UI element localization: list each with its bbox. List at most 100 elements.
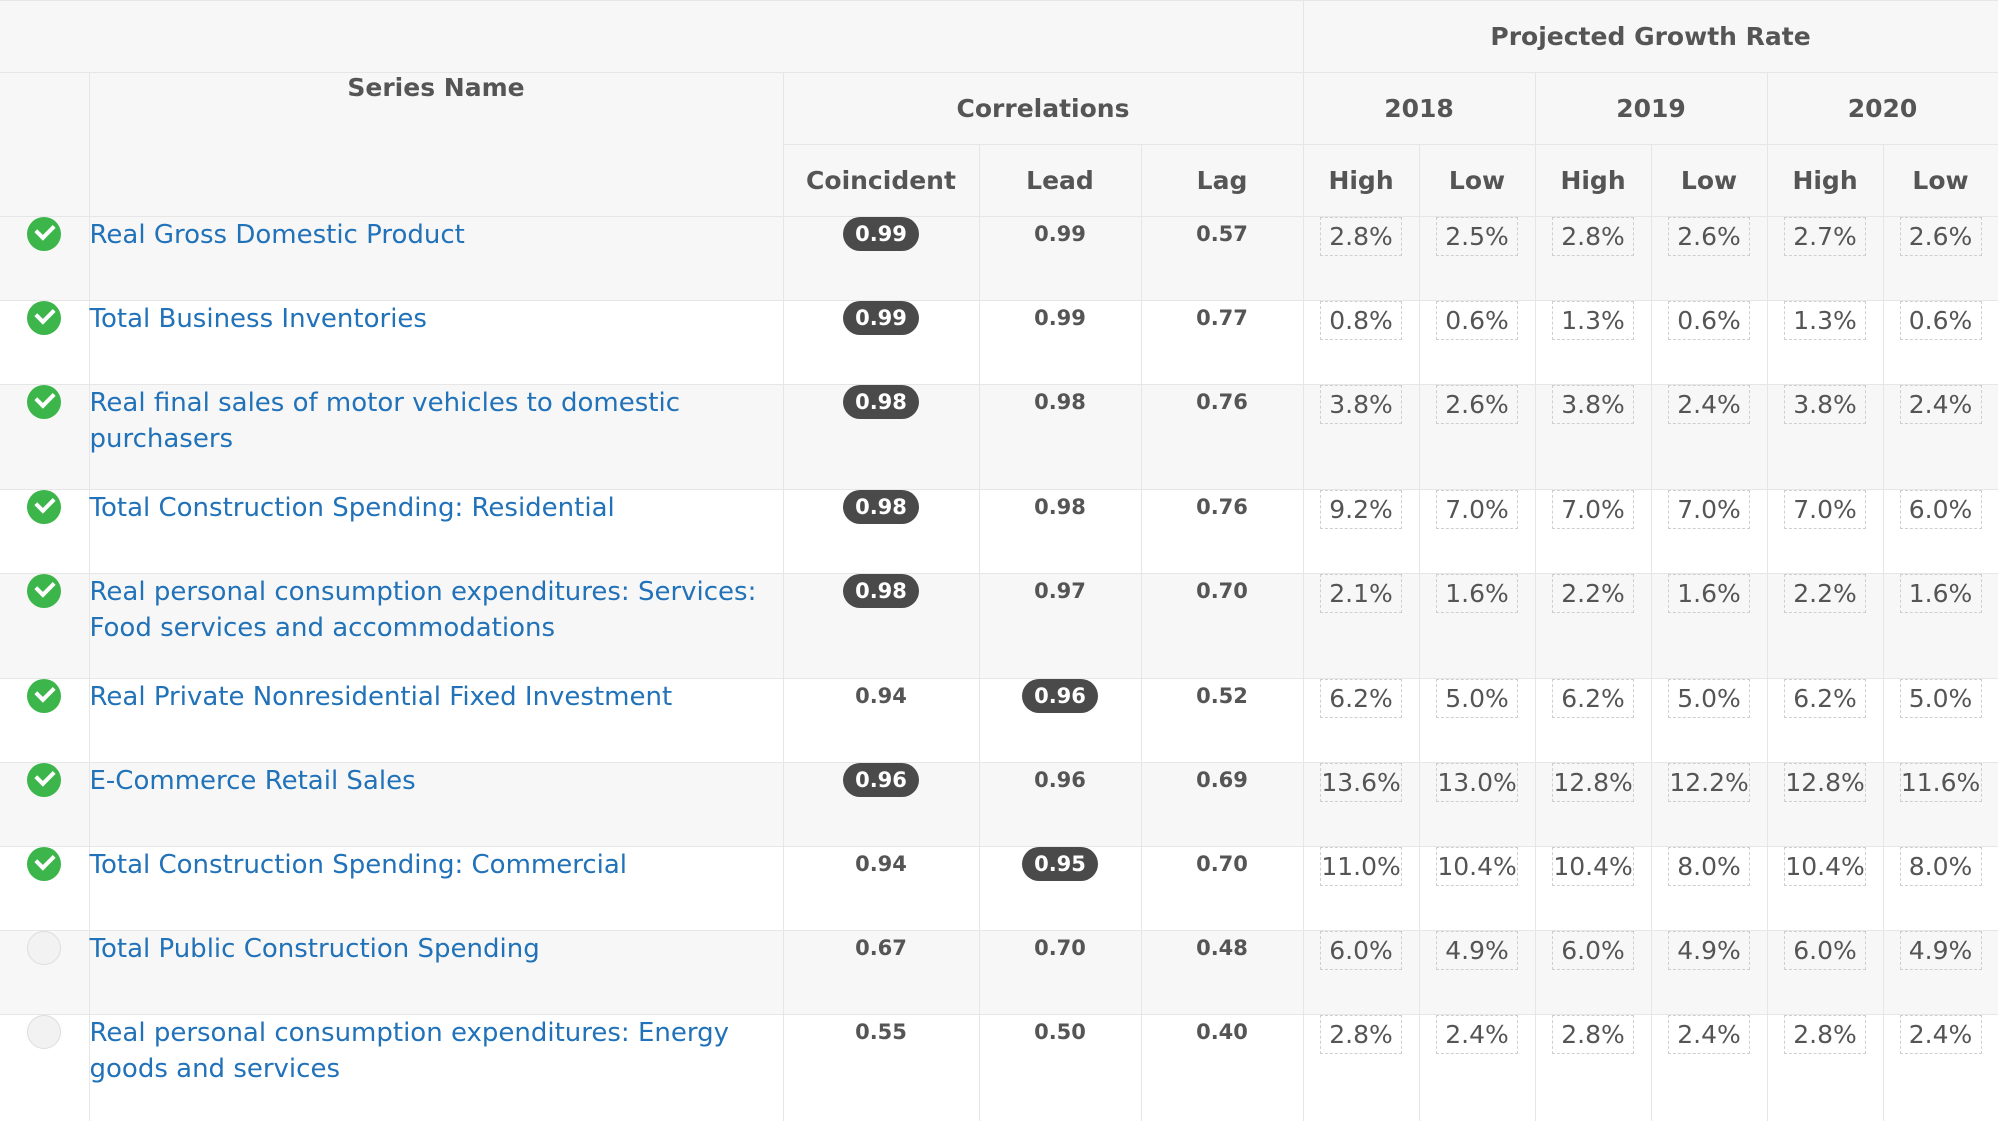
low-2020-cell: 6.0% — [1882, 489, 1998, 574]
growth-rate-input[interactable]: 2.2% — [1552, 574, 1635, 613]
growth-rate-input[interactable]: 10.4% — [1784, 847, 1867, 886]
low-2019-header: Low — [1650, 144, 1768, 217]
growth-rate-input[interactable]: 6.0% — [1899, 490, 1982, 529]
growth-rate-input[interactable]: 2.1% — [1320, 574, 1403, 613]
growth-rate-input[interactable]: 1.6% — [1899, 574, 1982, 613]
series-name-cell: Total Construction Spending: Commercial — [88, 846, 784, 931]
growth-rate-input[interactable]: 4.9% — [1668, 931, 1751, 970]
empty-circle-icon[interactable] — [27, 931, 62, 965]
growth-rate-input[interactable]: 6.2% — [1784, 679, 1867, 718]
growth-rate-input[interactable]: 2.8% — [1784, 1015, 1867, 1054]
series-name-cell: Real final sales of motor vehicles to do… — [88, 384, 784, 490]
growth-rate-input[interactable]: 10.4% — [1436, 847, 1519, 886]
series-name-cell: Real Private Nonresidential Fixed Invest… — [88, 678, 784, 763]
high-2019-header: High — [1534, 144, 1652, 217]
series-link[interactable]: E-Commerce Retail Sales — [89, 766, 416, 796]
growth-rate-input[interactable]: 5.0% — [1899, 679, 1982, 718]
coincident-cell: 0.55 — [782, 1014, 980, 1121]
series-link[interactable]: Real Private Nonresidential Fixed Invest… — [89, 682, 673, 712]
series-link[interactable]: Real personal consumption expenditures: … — [89, 1018, 729, 1084]
series-link[interactable]: Real Gross Domestic Product — [89, 220, 465, 250]
growth-rate-input[interactable]: 3.8% — [1784, 385, 1867, 424]
growth-rate-input[interactable]: 2.4% — [1668, 385, 1751, 424]
series-link[interactable]: Total Construction Spending: Residential — [89, 493, 615, 523]
growth-rate-input[interactable]: 2.4% — [1899, 1015, 1982, 1054]
growth-rate-input[interactable]: 2.4% — [1899, 385, 1982, 424]
growth-rate-input[interactable]: 2.7% — [1784, 217, 1867, 256]
growth-rate-input[interactable]: 8.0% — [1899, 847, 1982, 886]
growth-rate-input[interactable]: 4.9% — [1899, 931, 1982, 970]
low-2020-header: Low — [1882, 144, 1998, 217]
series-link[interactable]: Real personal consumption expenditures: … — [89, 577, 757, 643]
growth-rate-input[interactable]: 11.6% — [1899, 763, 1982, 802]
growth-rate-input[interactable]: 2.4% — [1668, 1015, 1751, 1054]
growth-rate-input[interactable]: 2.6% — [1899, 217, 1982, 256]
growth-rate-input[interactable]: 1.6% — [1668, 574, 1751, 613]
growth-rate-input[interactable]: 3.8% — [1320, 385, 1403, 424]
growth-rate-input[interactable]: 9.2% — [1320, 490, 1403, 529]
growth-rate-input[interactable]: 0.8% — [1320, 301, 1403, 340]
growth-rate-input[interactable]: 4.9% — [1436, 931, 1519, 970]
lead-cell: 0.96 — [978, 678, 1142, 763]
high-2019-cell: 12.8% — [1534, 762, 1652, 847]
check-circle-icon[interactable] — [27, 574, 62, 608]
growth-rate-input[interactable]: 0.6% — [1899, 301, 1982, 340]
series-link[interactable]: Total Public Construction Spending — [89, 934, 540, 964]
growth-rate-input[interactable]: 1.3% — [1552, 301, 1635, 340]
low-2018-cell: 4.9% — [1418, 930, 1536, 1015]
growth-rate-input[interactable]: 12.2% — [1668, 763, 1751, 802]
growth-rate-input[interactable]: 5.0% — [1668, 679, 1751, 718]
check-circle-icon[interactable] — [27, 217, 62, 251]
growth-rate-input[interactable]: 13.6% — [1320, 763, 1403, 802]
check-circle-icon[interactable] — [27, 490, 62, 524]
lead-cell: 0.50 — [978, 1014, 1142, 1121]
growth-rate-input[interactable]: 2.6% — [1668, 217, 1751, 256]
series-link[interactable]: Total Construction Spending: Commercial — [89, 850, 628, 880]
check-circle-icon[interactable] — [27, 847, 62, 881]
growth-rate-input[interactable]: 2.8% — [1320, 1015, 1403, 1054]
check-circle-icon[interactable] — [27, 301, 62, 335]
growth-rate-input[interactable]: 1.3% — [1784, 301, 1867, 340]
coincident-cell: 0.94 — [782, 846, 980, 931]
growth-rate-input[interactable]: 7.0% — [1784, 490, 1867, 529]
check-circle-icon[interactable] — [27, 763, 62, 797]
growth-rate-input[interactable]: 2.8% — [1552, 1015, 1635, 1054]
growth-rate-input[interactable]: 2.5% — [1436, 217, 1519, 256]
low-2019-cell: 2.4% — [1650, 1014, 1768, 1121]
growth-rate-input[interactable]: 2.6% — [1436, 385, 1519, 424]
series-link[interactable]: Real final sales of motor vehicles to do… — [89, 388, 680, 454]
growth-rate-input[interactable]: 6.2% — [1320, 679, 1403, 718]
growth-rate-input[interactable]: 1.6% — [1436, 574, 1519, 613]
growth-rate-input[interactable]: 8.0% — [1668, 847, 1751, 886]
growth-rate-input[interactable]: 12.8% — [1552, 763, 1635, 802]
empty-circle-icon[interactable] — [27, 1015, 62, 1049]
growth-rate-input[interactable]: 12.8% — [1784, 763, 1867, 802]
growth-rate-input[interactable]: 7.0% — [1668, 490, 1751, 529]
series-link[interactable]: Total Business Inventories — [89, 304, 427, 334]
growth-rate-input[interactable]: 10.4% — [1552, 847, 1635, 886]
low-2019-cell: 4.9% — [1650, 930, 1768, 1015]
growth-rate-input[interactable]: 2.8% — [1552, 217, 1635, 256]
growth-rate-input[interactable]: 2.2% — [1784, 574, 1867, 613]
check-circle-icon[interactable] — [27, 385, 62, 419]
growth-rate-input[interactable]: 0.6% — [1668, 301, 1751, 340]
growth-rate-input[interactable]: 11.0% — [1320, 847, 1403, 886]
growth-rate-input[interactable]: 6.0% — [1784, 931, 1867, 970]
check-circle-icon[interactable] — [27, 679, 62, 713]
growth-rate-input[interactable]: 2.4% — [1436, 1015, 1519, 1054]
lead-value: 0.98 — [1034, 390, 1086, 414]
growth-rate-input[interactable]: 6.0% — [1552, 931, 1635, 970]
low-2019-cell: 5.0% — [1650, 678, 1768, 763]
growth-rate-input[interactable]: 6.2% — [1552, 679, 1635, 718]
growth-rate-input[interactable]: 7.0% — [1436, 490, 1519, 529]
growth-rate-input[interactable]: 13.0% — [1436, 763, 1519, 802]
growth-rate-input[interactable]: 5.0% — [1436, 679, 1519, 718]
low-2018-cell: 2.4% — [1418, 1014, 1536, 1121]
low-2019-cell: 1.6% — [1650, 573, 1768, 679]
growth-rate-input[interactable]: 6.0% — [1320, 931, 1403, 970]
growth-rate-input[interactable]: 2.8% — [1320, 217, 1403, 256]
growth-rate-input[interactable]: 7.0% — [1552, 490, 1635, 529]
high-2019-cell: 1.3% — [1534, 300, 1652, 385]
growth-rate-input[interactable]: 0.6% — [1436, 301, 1519, 340]
growth-rate-input[interactable]: 3.8% — [1552, 385, 1635, 424]
